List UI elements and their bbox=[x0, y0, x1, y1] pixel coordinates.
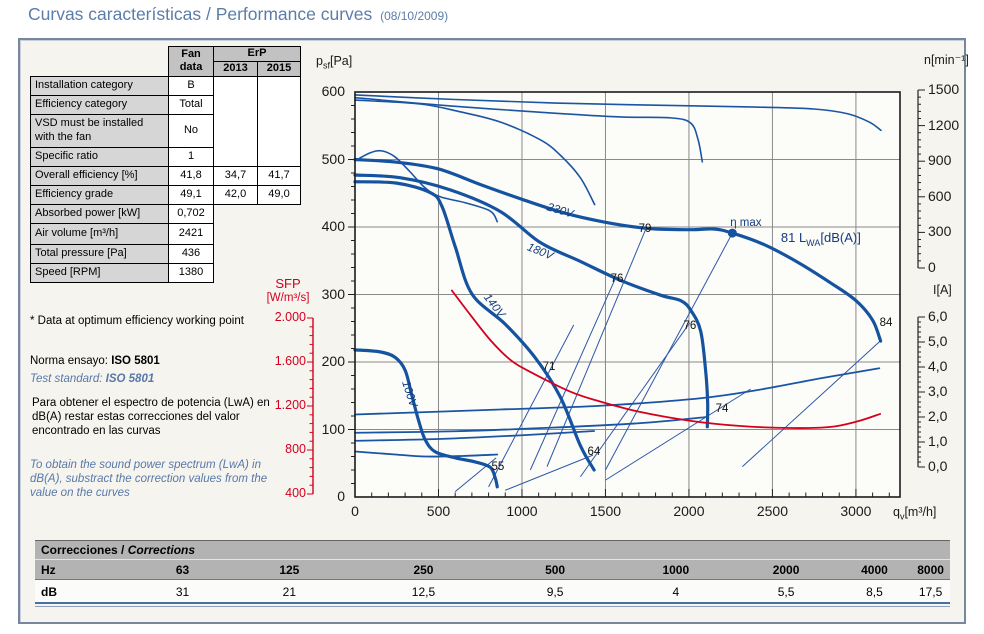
erp-2013-value: 42,0 bbox=[213, 184, 258, 205]
fan-table-row: Absorbed power [kW] 0,702 bbox=[30, 203, 301, 224]
fan-table-value: 49,1 bbox=[168, 184, 214, 205]
fan-table-label: VSD must be installed with the fan bbox=[30, 113, 169, 148]
bottom-rule-thin bbox=[35, 606, 950, 607]
erp-year-2013: 2013 bbox=[213, 60, 258, 77]
fan-table-row: Overall efficiency [%] 41,8 34,7 41,7 bbox=[30, 165, 301, 186]
fan-table-value: 0,702 bbox=[168, 203, 214, 224]
fan-data-table: Fan data ErP 2013 2015 Installation category B… bbox=[30, 46, 301, 283]
fan-table-row: Efficiency category Total bbox=[30, 94, 301, 115]
fan-table-label: Air volume [m³/h] bbox=[30, 222, 169, 245]
fan-table-row: Efficiency grade 49,1 42,0 49,0 bbox=[30, 184, 301, 205]
erp-header: ErP bbox=[213, 46, 301, 62]
hz-value: 8000 bbox=[917, 562, 944, 577]
db-value: 17,5 bbox=[918, 584, 943, 599]
db-value: 9,5 bbox=[546, 584, 564, 599]
hz-value: 125 bbox=[279, 562, 300, 577]
db-value: 8,5 bbox=[866, 584, 883, 599]
fan-table-value: 436 bbox=[168, 243, 214, 264]
fan-table-value: 1 bbox=[168, 146, 214, 167]
fan-table-label: Total pressure [Pa] bbox=[30, 243, 169, 264]
fan-table-header-row: Fan data ErP bbox=[31, 46, 301, 77]
corrections-hz-row: Hz 63 125 250 500 1000 2000 4000 8000 bbox=[35, 559, 950, 579]
fan-table-row: Specific ratio 1 bbox=[30, 146, 301, 167]
corrections-db-row: dB 31 21 12,5 9,5 4 5,5 8,5 17,5 bbox=[35, 579, 950, 603]
fan-table-label: Speed [RPM] bbox=[30, 262, 169, 283]
corrections-title: Correcciones / Corrections bbox=[41, 543, 196, 557]
fan-table-label: Efficiency grade bbox=[30, 184, 169, 205]
page-title: Curvas características / Performance cur… bbox=[28, 4, 448, 25]
norma-ensayo: Norma ensayo: ISO 5801 bbox=[30, 355, 160, 367]
page-title-date: (08/10/2009) bbox=[380, 9, 449, 23]
fan-table-label: Efficiency category bbox=[30, 94, 169, 115]
fan-table-value: B bbox=[168, 75, 214, 96]
hz-value: 1000 bbox=[662, 562, 690, 577]
fan-data-header: Fan data bbox=[168, 46, 214, 77]
hz-value: 63 bbox=[175, 562, 190, 577]
footnote: * Data at optimum efficiency working poi… bbox=[30, 315, 244, 327]
fan-table-value: 2421 bbox=[168, 222, 214, 245]
db-value: 5,5 bbox=[777, 584, 795, 599]
fan-table-value: No bbox=[168, 113, 214, 148]
page-title-text: Curvas características / Performance cur… bbox=[28, 4, 373, 24]
bottom-rule-thick bbox=[35, 602, 950, 604]
fan-table-label: Overall efficiency [%] bbox=[30, 165, 169, 186]
db-value: 21 bbox=[282, 584, 297, 599]
erp-year-2015: 2015 bbox=[257, 60, 301, 77]
hz-row-label: Hz bbox=[41, 562, 56, 577]
db-value: 12,5 bbox=[411, 584, 436, 599]
erp-2015-value: 41,7 bbox=[257, 165, 301, 186]
fan-table-header-row2: 2013 2015 bbox=[31, 60, 301, 77]
db-value: 31 bbox=[175, 584, 190, 599]
fan-table-value: 1380 bbox=[168, 262, 214, 283]
corrections-table: Correcciones / Corrections Hz 63 125 250 500 1… bbox=[35, 540, 950, 603]
corrections-title-row: Correcciones / Corrections bbox=[35, 540, 950, 559]
fan-table-row: Speed [RPM] 1380 bbox=[30, 262, 301, 283]
fan-table-value: 41,8 bbox=[168, 165, 214, 186]
fan-table-label: Absorbed power [kW] bbox=[30, 203, 169, 224]
fan-table-row: Air volume [m³/h] 2421 bbox=[30, 222, 301, 245]
fan-table-row: Installation category B bbox=[30, 75, 301, 167]
hz-value: 2000 bbox=[772, 562, 800, 577]
fan-table-row: Total pressure [Pa] 436 bbox=[30, 243, 301, 264]
erp-2015-value: 49,0 bbox=[257, 184, 301, 205]
db-row-label: dB bbox=[41, 584, 57, 599]
note-spanish: Para obtener el espectro de potencia (Lw… bbox=[32, 397, 270, 438]
db-value: 4 bbox=[672, 584, 680, 599]
erp-2013-value: 34,7 bbox=[213, 165, 258, 186]
fan-table-row: VSD must be installed with the fan No bbox=[30, 113, 301, 148]
fan-table-label: Installation category bbox=[30, 75, 169, 96]
hz-value: 500 bbox=[545, 562, 566, 577]
note-english: To obtain the sound power spectrum (LwA)… bbox=[30, 459, 268, 500]
fan-table-label: Specific ratio bbox=[30, 146, 169, 167]
hz-value: 4000 bbox=[861, 562, 888, 577]
hz-value: 250 bbox=[413, 562, 434, 577]
fan-table-value: Total bbox=[168, 94, 214, 115]
erp-2015-empty bbox=[257, 75, 301, 167]
test-standard: Test standard: ISO 5801 bbox=[30, 373, 155, 385]
erp-2013-empty bbox=[213, 75, 258, 167]
